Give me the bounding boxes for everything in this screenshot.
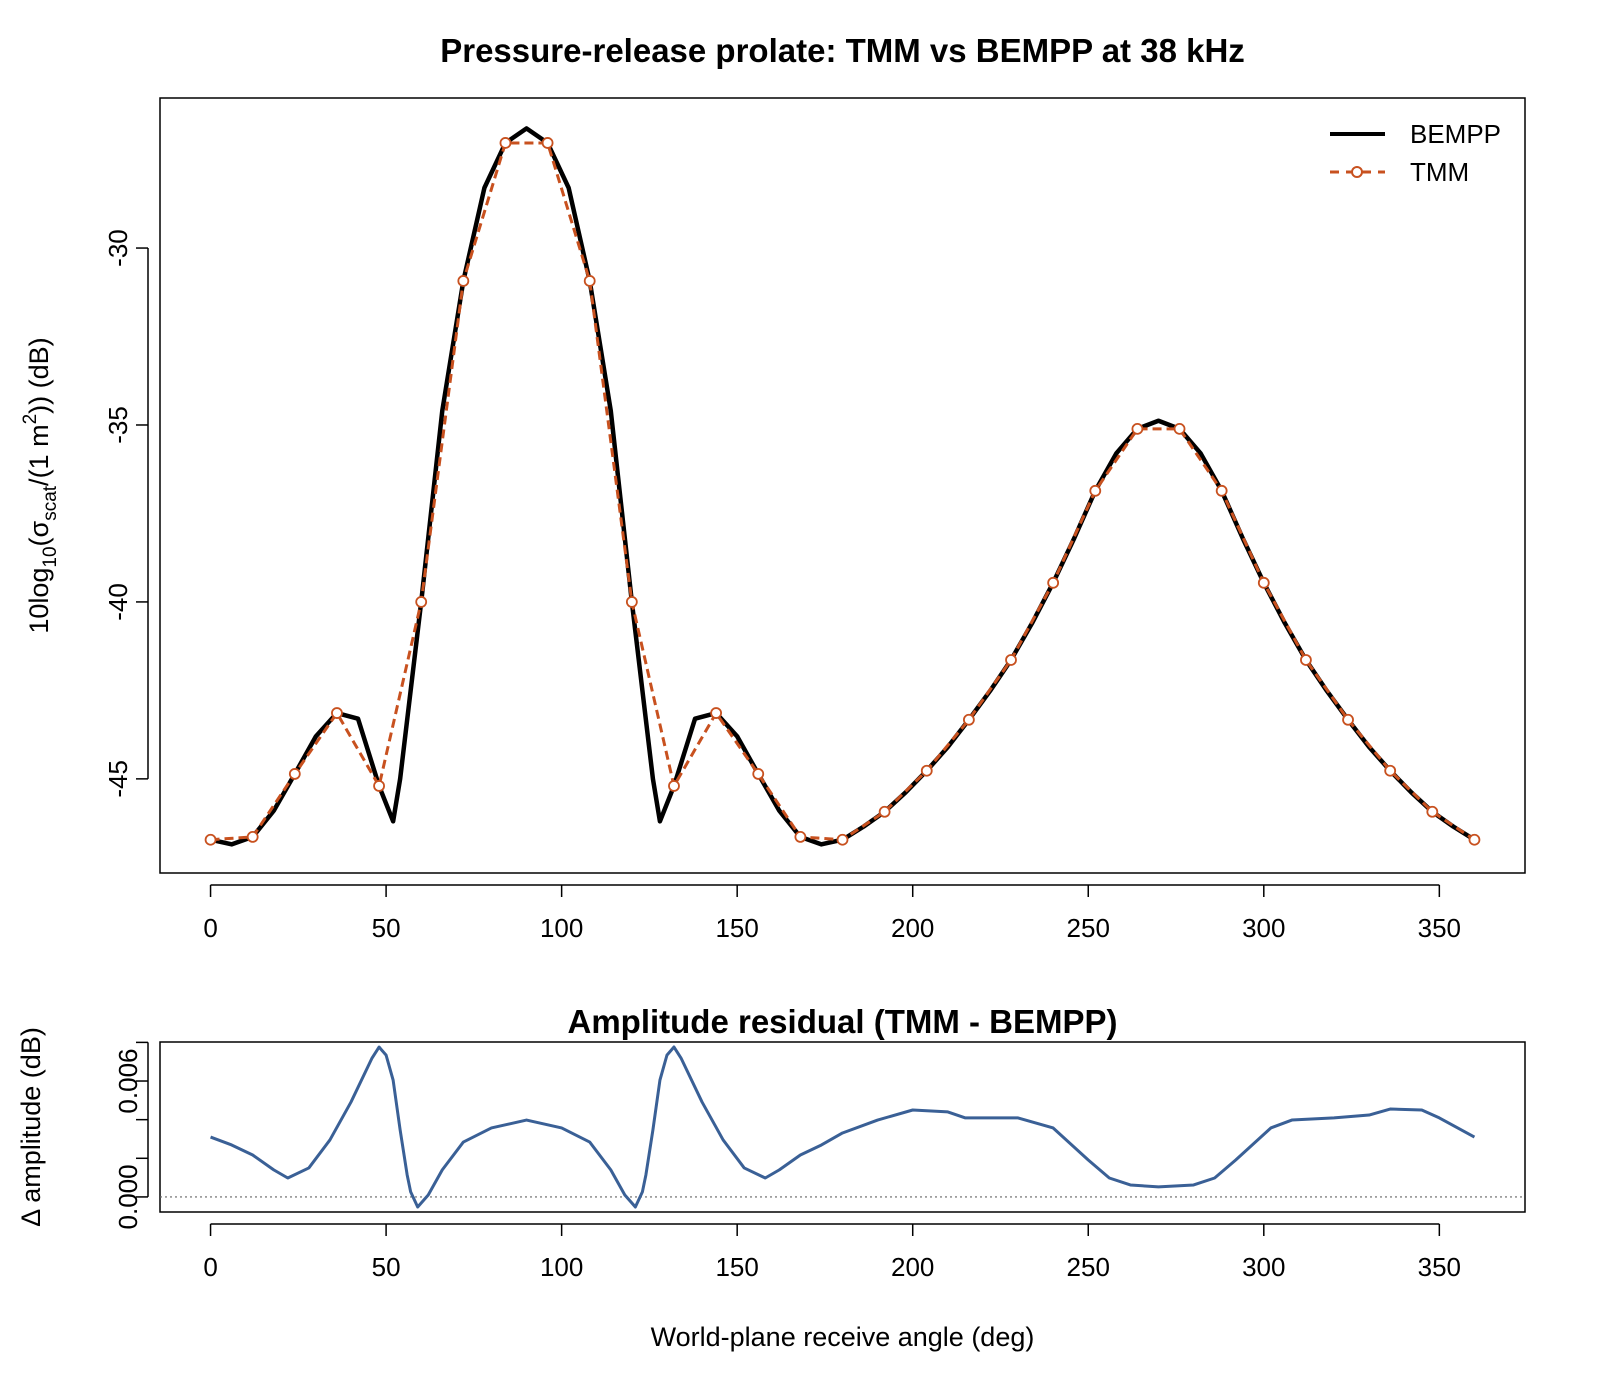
x-tick-label: 350	[1418, 913, 1461, 943]
chart-title: Pressure-release prolate: TMM vs BEMPP a…	[440, 32, 1245, 69]
y-tick-label: -30	[103, 229, 133, 267]
marker	[794, 831, 807, 843]
y-axis-label-part: 2	[20, 414, 41, 425]
plot-frame	[159, 97, 1526, 874]
marker	[583, 275, 596, 287]
panel: Pressure-release prolate: TMM vs BEMPP a…	[20, 32, 1526, 943]
marker	[1342, 713, 1354, 726]
x-tick-label: 100	[540, 1252, 583, 1282]
marker	[1426, 805, 1439, 818]
y-axis-label-part: )) (dB)	[24, 337, 54, 414]
y-tick-label: 0.006	[113, 1048, 143, 1113]
x-tick-label: 250	[1067, 1252, 1110, 1282]
x-tick-label: 0	[203, 913, 217, 943]
marker	[541, 137, 554, 149]
x-tick-label: 50	[372, 913, 401, 943]
marker	[331, 707, 343, 719]
x-tick-label: 0	[203, 1252, 217, 1282]
x-tick-label: 50	[372, 1252, 401, 1282]
x-tick-label: 150	[715, 1252, 758, 1282]
x-tick-label: 350	[1418, 1252, 1461, 1282]
marker	[1468, 833, 1481, 846]
y-tick-label: -45	[103, 760, 133, 798]
series-line	[210, 1045, 1476, 1209]
marker	[836, 833, 849, 846]
marker	[962, 713, 975, 726]
marker	[415, 596, 428, 608]
marker	[246, 831, 259, 843]
plot-frame	[159, 1041, 1526, 1213]
marker	[1089, 484, 1102, 497]
y-axis-label: Δ amplitude (dB)	[16, 1027, 46, 1227]
marker	[878, 805, 891, 818]
y-axis-label-part: 10	[40, 546, 61, 567]
y-axis-label-part: 10log	[24, 568, 54, 634]
marker	[1131, 422, 1144, 435]
x-tick-label: 200	[891, 1252, 934, 1282]
marker	[457, 275, 470, 287]
y-axis-label-part: (σ	[24, 520, 54, 546]
legend-entry: TMM	[1330, 157, 1469, 187]
marker	[1215, 484, 1228, 497]
marker	[204, 833, 217, 846]
marker	[373, 780, 385, 792]
marker	[625, 596, 638, 608]
chart-title: Amplitude residual (TMM - BEMPP)	[567, 1003, 1117, 1040]
marker	[1173, 422, 1186, 435]
marker	[752, 768, 765, 780]
marker	[920, 764, 933, 777]
marker	[288, 768, 301, 780]
marker	[1300, 654, 1312, 666]
legend-marker	[1351, 166, 1363, 178]
x-tick-label: 300	[1242, 913, 1285, 943]
legend-entry: BEMPP	[1330, 119, 1501, 149]
marker	[668, 780, 680, 792]
marker	[710, 707, 723, 719]
panel: Amplitude residual (TMM - BEMPP) 0 50 100 15…	[16, 1003, 1526, 1352]
series-line	[210, 126, 1476, 847]
y-tick-label: 0.000	[113, 1164, 143, 1229]
y-tick-label: -40	[103, 583, 133, 621]
legend-label: TMM	[1410, 157, 1469, 187]
y-axis-label: 10log10(σscat/(1 m2)) (dB)	[20, 337, 61, 633]
x-tick-label: 150	[715, 913, 758, 943]
marker	[1257, 576, 1270, 589]
marker	[1047, 576, 1060, 589]
y-tick-label: -35	[103, 406, 133, 444]
x-tick-label: 250	[1067, 913, 1110, 943]
x-tick-label: 300	[1242, 1252, 1285, 1282]
x-tick-label: 200	[891, 913, 934, 943]
x-tick-label: 100	[540, 913, 583, 943]
marker	[1005, 654, 1017, 666]
marker	[499, 137, 512, 149]
legend-label: BEMPP	[1410, 119, 1501, 149]
y-axis-label-part: scat	[40, 485, 61, 521]
marker	[1384, 764, 1397, 777]
x-axis-label: World-plane receive angle (deg)	[651, 1322, 1035, 1352]
y-axis-label-part: /(1 m	[24, 424, 54, 486]
series-line	[210, 141, 1476, 842]
